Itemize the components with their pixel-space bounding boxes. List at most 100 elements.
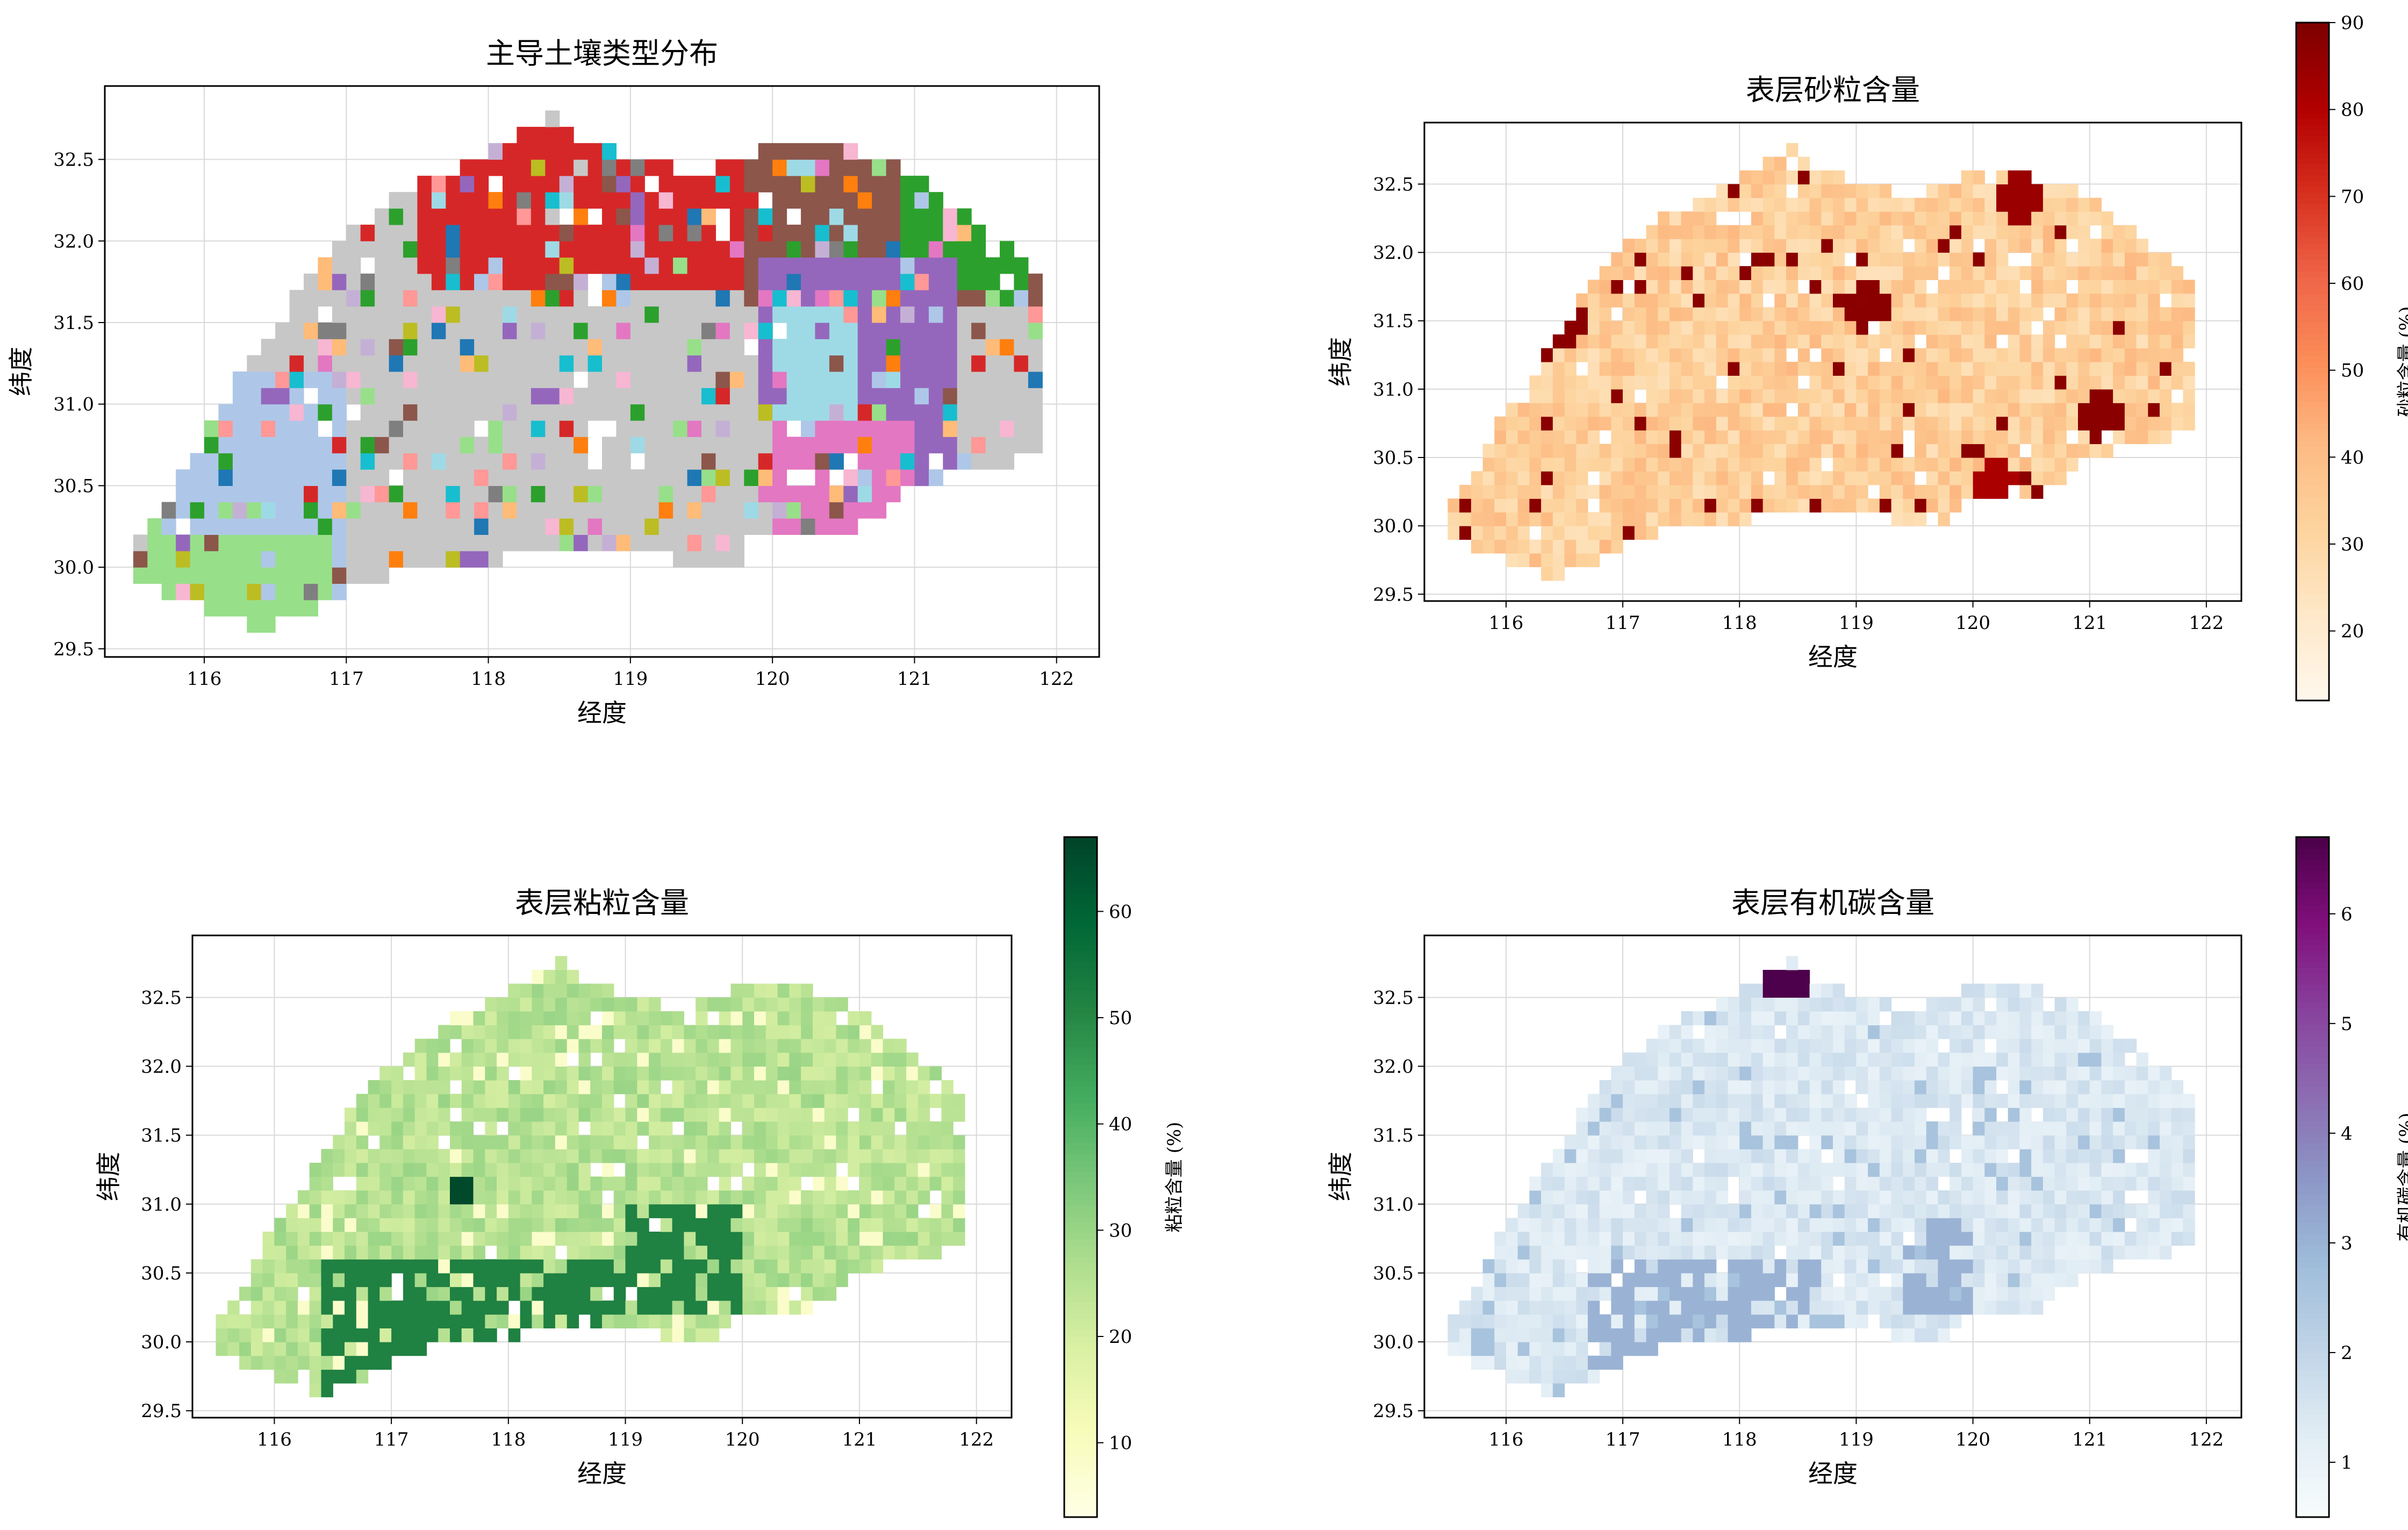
- heatmap-cell: [812, 1066, 825, 1081]
- heatmap-cell: [1739, 334, 1752, 349]
- heatmap-cell: [765, 1190, 778, 1205]
- heatmap-cell: [1762, 375, 1775, 390]
- heatmap-cell: [1716, 416, 1729, 431]
- heatmap-cell: [644, 453, 660, 470]
- heatmap-cell: [1646, 1300, 1658, 1315]
- heatmap-cell: [1658, 1066, 1670, 1081]
- heatmap-cell: [1576, 1190, 1588, 1205]
- heatmap-cell: [673, 502, 688, 519]
- heatmap-cell: [1634, 1286, 1647, 1301]
- heatmap-cell: [1751, 1314, 1764, 1328]
- heatmap-cell: [1611, 1314, 1623, 1328]
- heatmap-cell: [289, 371, 304, 388]
- heatmap-cell: [1786, 1107, 1798, 1122]
- heatmap-cell: [503, 420, 517, 437]
- heatmap-cell: [403, 420, 418, 437]
- heatmap-cell: [1926, 320, 1938, 335]
- heatmap-cell: [1879, 1107, 1892, 1122]
- heatmap-cell: [1762, 1039, 1775, 1053]
- heatmap-cell: [297, 1300, 310, 1315]
- heatmap-cell: [379, 1328, 392, 1342]
- heatmap-cell: [1681, 512, 1693, 526]
- heatmap-cell: [1903, 334, 1915, 349]
- y-tick-label: 29.5: [141, 1400, 182, 1422]
- heatmap-cell: [941, 1232, 954, 1246]
- colorbar-segment: [2296, 333, 2329, 340]
- heatmap-cell: [857, 290, 872, 307]
- heatmap-cell: [658, 339, 673, 356]
- heatmap-cell: [1833, 1190, 1845, 1205]
- heatmap-cell: [637, 1190, 649, 1205]
- heatmap-cell: [777, 983, 790, 998]
- heatmap-cell: [1868, 1052, 1880, 1067]
- heatmap-cell: [431, 192, 446, 209]
- heatmap-cell: [543, 1245, 556, 1260]
- heatmap-cell: [375, 306, 390, 323]
- heatmap-cell: [2183, 280, 2195, 294]
- heatmap-cell: [161, 534, 176, 552]
- heatmap-cell: [1716, 1149, 1729, 1163]
- heatmap-cell: [567, 1011, 579, 1026]
- heatmap-cell: [574, 339, 589, 356]
- heatmap-cell: [1634, 348, 1647, 362]
- heatmap-cell: [460, 159, 475, 176]
- heatmap-cell: [1669, 307, 1682, 321]
- heatmap-cell: [789, 1149, 801, 1163]
- heatmap-cell: [485, 1080, 497, 1095]
- heatmap-cell: [1739, 1218, 1752, 1232]
- heatmap-cell: [2066, 307, 2079, 321]
- heatmap-cell: [403, 1286, 415, 1301]
- heatmap-cell: [1588, 293, 1600, 308]
- heatmap-cell: [1739, 1149, 1752, 1163]
- colorbar-segment: [1064, 1302, 1097, 1308]
- heatmap-cell: [1529, 1176, 1542, 1191]
- heatmap-cell: [543, 1039, 556, 1053]
- colorbar-segment: [1064, 1511, 1097, 1518]
- heatmap-cell: [1973, 211, 1985, 226]
- heatmap-cell: [872, 159, 887, 176]
- heatmap-cell: [894, 1190, 907, 1205]
- heatmap-cell: [616, 502, 631, 519]
- heatmap-cell: [1529, 375, 1542, 390]
- heatmap-cell: [543, 1218, 556, 1232]
- heatmap-cell: [1541, 471, 1553, 485]
- heatmap-cell: [379, 1259, 392, 1274]
- heatmap-cell: [1588, 1149, 1600, 1163]
- heatmap-cell: [1704, 1245, 1717, 1260]
- heatmap-cell: [729, 469, 744, 486]
- heatmap-cell: [1797, 1176, 1810, 1191]
- heatmap-cell: [1658, 362, 1670, 376]
- heatmap-cell: [375, 420, 390, 437]
- colorbar-segment: [2296, 45, 2329, 52]
- heatmap-cell: [2019, 320, 2032, 335]
- heatmap-cell: [1681, 1149, 1693, 1163]
- heatmap-cell: [1494, 430, 1507, 445]
- heatmap-cell: [578, 1066, 591, 1081]
- heatmap-cell: [567, 1314, 579, 1328]
- heatmap-cell: [765, 997, 778, 1012]
- heatmap-cell: [2160, 403, 2172, 417]
- heatmap-cell: [971, 404, 986, 421]
- heatmap-cell: [304, 306, 318, 323]
- heatmap-cell: [857, 502, 872, 519]
- colorbar-segment: [2296, 90, 2329, 97]
- heatmap-cell: [508, 1121, 521, 1136]
- heatmap-cell: [859, 1176, 872, 1191]
- heatmap-cell: [637, 1052, 649, 1067]
- heatmap-cell: [379, 1300, 392, 1315]
- heatmap-cell: [1762, 1052, 1775, 1067]
- heatmap-cell: [1611, 334, 1623, 349]
- heatmap-cell: [461, 1080, 474, 1095]
- heatmap-cell: [426, 1245, 439, 1260]
- heatmap-cell: [345, 1204, 357, 1218]
- heatmap-cell: [1926, 293, 1938, 308]
- heatmap-cell: [304, 437, 318, 454]
- heatmap-cell: [1751, 307, 1764, 321]
- heatmap-cell: [1809, 1149, 1822, 1163]
- heatmap-cell: [497, 1190, 509, 1205]
- heatmap-cell: [673, 469, 688, 486]
- heatmap-cell: [801, 1080, 813, 1095]
- heatmap-cell: [687, 534, 702, 552]
- colorbar-segment: [1064, 1001, 1097, 1008]
- heatmap-cell: [1588, 1300, 1600, 1315]
